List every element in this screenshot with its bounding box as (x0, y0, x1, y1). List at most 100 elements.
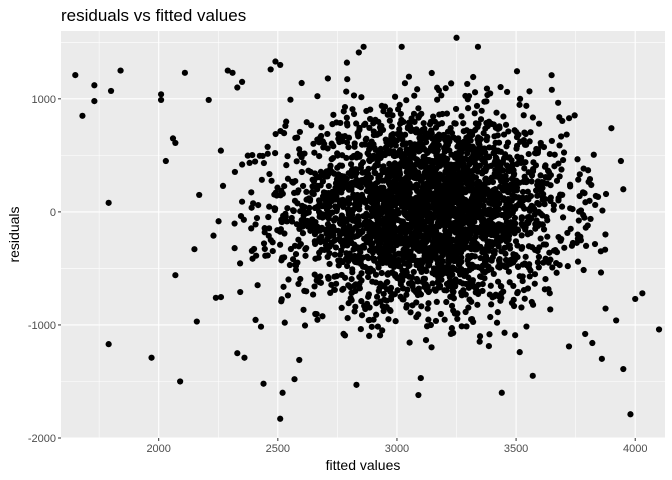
data-point (508, 299, 516, 307)
data-point (508, 175, 516, 182)
data-point (409, 302, 416, 309)
data-point (493, 109, 500, 116)
data-point (474, 206, 481, 213)
data-point (372, 191, 379, 198)
data-point (529, 301, 537, 308)
data-point (527, 129, 534, 136)
data-point (426, 132, 434, 139)
data-point (519, 244, 526, 251)
data-point (358, 277, 365, 284)
data-point (465, 254, 473, 262)
data-point (333, 280, 340, 287)
data-point (545, 174, 552, 181)
data-point (283, 218, 290, 225)
data-point (231, 220, 238, 227)
data-point (423, 255, 430, 262)
data-point (326, 260, 333, 268)
data-point (454, 315, 461, 322)
data-point (561, 244, 568, 251)
data-point (549, 264, 556, 271)
data-point (301, 322, 309, 329)
data-point (464, 170, 471, 177)
data-point (329, 121, 336, 128)
data-point (413, 275, 420, 283)
data-point (477, 187, 484, 194)
data-point (397, 293, 404, 300)
data-point (406, 139, 414, 147)
data-point (485, 343, 492, 350)
data-point (255, 202, 262, 209)
data-point (502, 211, 509, 218)
data-point (523, 262, 530, 269)
data-point (501, 183, 508, 190)
data-point (431, 143, 438, 150)
data-point (280, 130, 288, 137)
data-point (107, 87, 115, 95)
data-point (349, 289, 356, 296)
data-point (249, 151, 256, 159)
data-point (364, 150, 371, 157)
data-point (355, 227, 362, 235)
data-point (341, 103, 349, 111)
data-point (498, 389, 505, 396)
y-axis-ticks: -2000 -1000 0 1000 (28, 94, 61, 445)
data-point (498, 294, 505, 302)
data-point (358, 312, 366, 319)
data-point (407, 309, 414, 316)
data-point (248, 225, 255, 232)
data-point (458, 254, 465, 261)
data-point (415, 114, 422, 121)
data-point (493, 230, 500, 237)
data-point (541, 286, 548, 293)
data-point (504, 88, 511, 96)
data-point (505, 258, 512, 265)
data-point (516, 95, 524, 102)
data-point (620, 186, 627, 193)
data-point (460, 120, 467, 127)
data-point (556, 261, 563, 269)
data-point (525, 196, 532, 203)
data-point (467, 137, 474, 144)
data-point (373, 311, 380, 318)
data-point (435, 247, 442, 254)
data-point (387, 296, 395, 303)
data-point (507, 219, 514, 226)
data-point (575, 217, 582, 224)
data-point (422, 337, 430, 344)
data-point (452, 105, 460, 113)
data-point (266, 170, 273, 178)
data-point (522, 253, 529, 260)
data-point (377, 145, 384, 153)
data-point (314, 316, 321, 323)
data-point (454, 155, 461, 162)
data-point (444, 214, 451, 221)
data-point (558, 166, 565, 173)
data-point (421, 283, 428, 291)
data-point (458, 155, 466, 163)
data-point (428, 218, 435, 225)
data-point (567, 225, 574, 232)
data-point (212, 294, 219, 301)
data-point (450, 329, 457, 337)
data-point (439, 258, 446, 265)
data-point (284, 292, 292, 299)
data-point (424, 305, 431, 312)
data-point (632, 295, 639, 303)
data-point (375, 174, 382, 182)
data-point (598, 355, 605, 362)
data-point (458, 323, 465, 330)
data-point (423, 166, 430, 173)
data-point (396, 101, 403, 108)
data-point (403, 267, 410, 274)
data-point (298, 154, 305, 161)
data-point (453, 218, 460, 225)
data-point (497, 172, 504, 180)
data-point (574, 258, 582, 265)
data-point (367, 115, 374, 123)
data-point (387, 181, 394, 189)
data-point (602, 231, 609, 238)
data-point (474, 264, 482, 271)
data-point (536, 201, 543, 208)
data-point (345, 144, 352, 151)
data-point (277, 415, 284, 422)
